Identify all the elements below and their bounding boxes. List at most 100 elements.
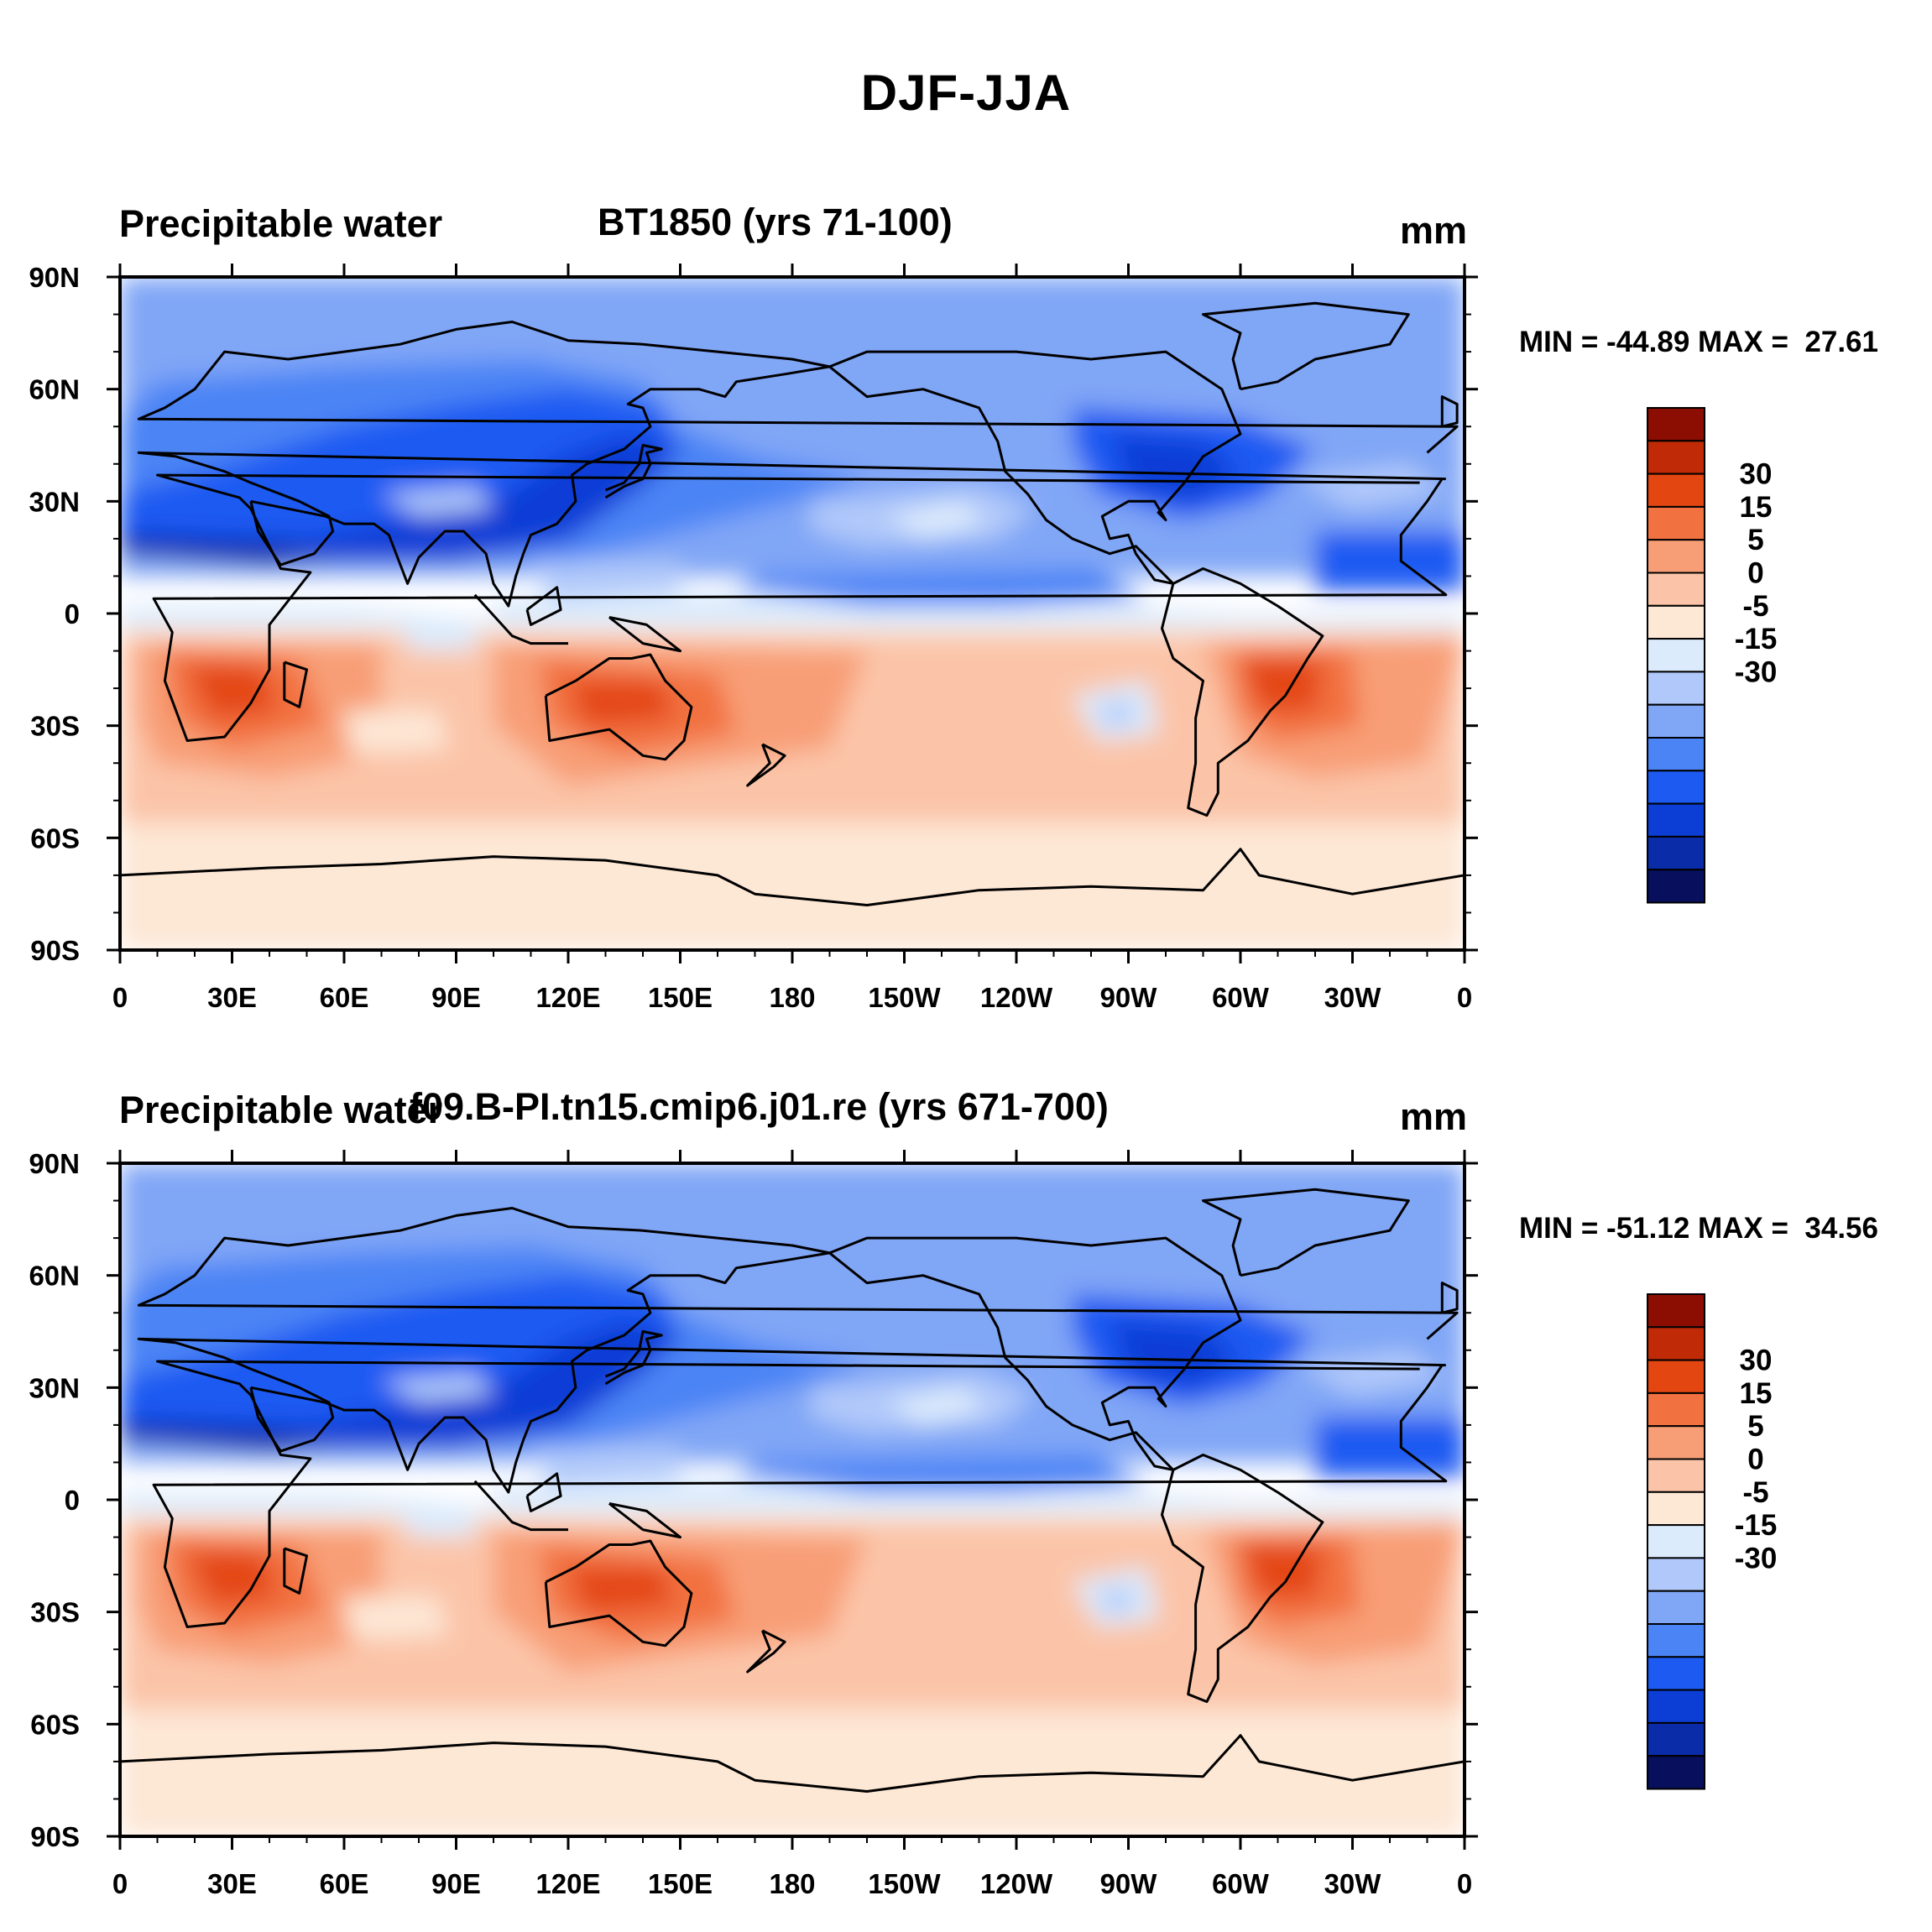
colorbar-swatch (1647, 604, 1705, 640)
colorbar-label: 30 (1740, 458, 1773, 491)
colorbar-label: 15 (1740, 491, 1773, 524)
coastline (746, 1629, 786, 1674)
coastline (152, 1360, 1448, 1628)
colorbar-swatch (1647, 1755, 1705, 1790)
coastline (525, 1472, 562, 1512)
field-contour-region (120, 591, 1465, 629)
units-label: mm (1400, 1095, 1467, 1138)
units-label: mm (1400, 209, 1467, 252)
field-contour-region (344, 710, 449, 756)
colorbar-swatch (1647, 572, 1705, 607)
coastline (250, 365, 830, 608)
lon-tick-label: 180 (769, 982, 815, 1013)
colorbar-swatch (1647, 1359, 1705, 1394)
lat-tick-label: 90S (30, 1821, 80, 1852)
lat-tick-label: 90N (29, 262, 80, 293)
lon-tick-label: 150E (648, 1868, 713, 1899)
field-contour-region (1240, 1544, 1323, 1597)
colorbar-swatch (1647, 1557, 1705, 1592)
field-contour-region (1315, 531, 1465, 592)
coastline (1440, 1282, 1459, 1314)
coastline (544, 1539, 693, 1647)
coastline (473, 1480, 568, 1532)
lon-tick-label: 150E (648, 982, 713, 1013)
colorbar-swatch (1647, 703, 1705, 739)
left-title: Precipitable water (119, 1089, 442, 1131)
lon-tick-label: 150W (868, 1868, 941, 1899)
min-max-stats: MIN = -44.89 MAX = 27.61 (1519, 326, 1878, 358)
left-title: Precipitable water (119, 202, 442, 245)
coastline (604, 1330, 663, 1386)
field-layer (120, 1163, 1465, 1836)
coastline (120, 848, 1465, 906)
lon-tick-label: 60E (320, 1868, 369, 1899)
colorbar-swatch (1647, 1689, 1705, 1724)
min-max-stats: MIN = -51.12 MAX = 34.56 (1519, 1212, 1878, 1245)
lat-tick-label: 0 (65, 1485, 80, 1516)
lat-tick-label: 60S (30, 822, 80, 854)
center-title: BT1850 (yrs 71-100) (598, 201, 953, 243)
colorbar-label: -15 (1735, 623, 1778, 655)
field-contour-region (1240, 658, 1323, 711)
coastline (604, 444, 663, 499)
field-contour-region (120, 1477, 1465, 1515)
axis-ticks (107, 1150, 1478, 1850)
colorbar-swatch (1647, 671, 1705, 706)
lon-tick-label: 150W (868, 982, 941, 1013)
lon-tick-label: 30E (207, 1868, 257, 1899)
coastline (1202, 301, 1410, 391)
field-contour-region (187, 666, 277, 718)
coastline (283, 1547, 308, 1595)
colorbar-label: 5 (1747, 524, 1763, 556)
field-contour-region (344, 1596, 449, 1642)
coastline (828, 350, 1242, 585)
field-contour-region (187, 1552, 277, 1605)
colorbar-label: 0 (1747, 1444, 1763, 1476)
map-figure-bottom: 90N 60N 30N 0 30S 60S 90S 0 30E 60E 90E 120E 150E 18… (29, 1085, 1777, 1899)
lat-tick-label: 30S (30, 711, 80, 742)
colorbar-label: -5 (1742, 590, 1768, 623)
lon-tick-label: 90E (431, 1868, 481, 1899)
colorbar-swatch (1647, 407, 1705, 442)
colorbar-label: -30 (1735, 655, 1778, 688)
lon-tick-label: 0 (1457, 982, 1472, 1013)
lat-tick-label: 30N (29, 1372, 80, 1403)
colorbar-swatch (1647, 440, 1705, 475)
field-contour-region (1110, 1320, 1240, 1388)
colorbar-label: 0 (1747, 557, 1763, 590)
field-contour-region (381, 486, 493, 517)
field-contour-region (381, 1372, 493, 1403)
lon-tick-label: 30W (1324, 1868, 1382, 1899)
coastline (137, 1337, 1446, 1453)
lat-tick-label: 60S (30, 1709, 80, 1740)
lat-tick-label: 30S (30, 1597, 80, 1628)
lon-tick-label: 30E (207, 982, 257, 1013)
coastline (137, 1207, 1459, 1340)
coastlines (120, 1188, 1465, 1793)
lat-tick-label: 0 (65, 598, 80, 629)
coastline (525, 586, 562, 626)
coastline (608, 1502, 681, 1539)
map-panel-top: 90N 60N 30N 0 30S 60S 90S 0 30E 60E 90E 120E 150E 18… (0, 176, 1932, 1016)
field-contour-region (1296, 1350, 1446, 1396)
lon-tick-label: 120W (980, 1868, 1053, 1899)
precipitable-water-field (120, 277, 1465, 950)
coastline (152, 473, 1448, 742)
colorbar-swatch (1647, 770, 1705, 805)
lon-tick-label: 120W (980, 982, 1053, 1013)
map-panel-bottom: 90N 60N 30N 0 30S 60S 90S 0 30E 60E 90E 120E 150E 18… (0, 1063, 1932, 1902)
colorbar-swatch (1647, 835, 1705, 871)
field-contour-region (530, 561, 681, 599)
lon-tick-label: 180 (769, 1868, 815, 1899)
field-contour-region (1315, 1418, 1465, 1478)
colorbar-swatch (1647, 539, 1705, 574)
lon-tick-label: 90E (431, 982, 481, 1013)
colorbar-swatch (1647, 1326, 1705, 1361)
colorbar-swatch (1647, 869, 1705, 904)
colorbar-swatch (1647, 1293, 1705, 1329)
field-contour-region (885, 501, 987, 539)
lon-tick-label: 120E (535, 982, 600, 1013)
colorbar-label: -5 (1742, 1476, 1768, 1509)
